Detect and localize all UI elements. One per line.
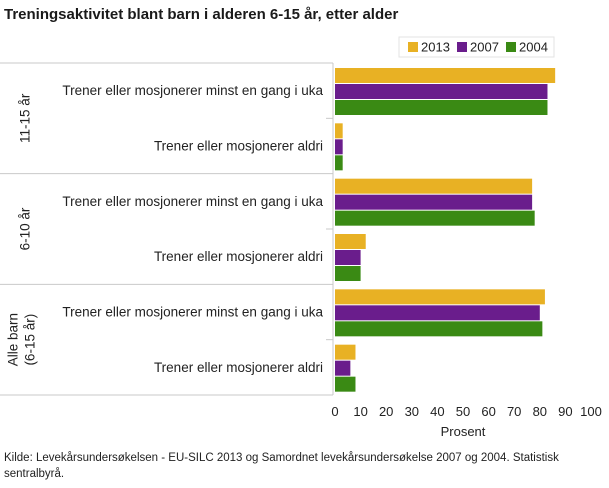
chart-title: Treningsaktivitet blant barn i alderen 6…	[4, 6, 399, 23]
category-label: Trener eller mosjonerer minst en gang i …	[62, 83, 323, 98]
group-label: (6-15 år)	[23, 314, 38, 366]
bar-2004-1	[335, 100, 548, 115]
category-label: Trener eller mosjonerer aldri	[154, 139, 323, 154]
bar-2013-3	[335, 178, 533, 194]
bar-2013-6	[335, 344, 356, 360]
bar-2004-2	[335, 155, 343, 171]
bar-2007-6	[335, 360, 351, 376]
legend-label: 2004	[519, 40, 548, 55]
bar-2004-6	[335, 376, 356, 392]
legend-swatch	[408, 42, 418, 52]
source-note: Kilde: Levekårsundersøkelsen - EU-SILC 2…	[4, 452, 559, 480]
bar-2013-5	[335, 289, 545, 305]
legend-swatch	[457, 42, 467, 52]
x-tick-label: 30	[405, 404, 419, 419]
bar-2007-1	[335, 84, 548, 99]
bar-2007-4	[335, 250, 361, 265]
bar-2007-3	[335, 194, 533, 210]
bar-2013-4	[335, 234, 366, 249]
bar-2004-3	[335, 210, 535, 226]
x-tick-label: 40	[430, 404, 444, 419]
bar-2004-4	[335, 266, 361, 281]
legend-label: 2007	[470, 40, 499, 55]
group-label: 11-15 år	[18, 93, 33, 143]
group-label: Alle barn	[6, 313, 21, 366]
bar-2007-2	[335, 139, 343, 155]
bar-2013-2	[335, 123, 343, 139]
x-tick-label: 100	[580, 404, 602, 419]
category-label: Trener eller mosjonerer minst en gang i …	[62, 305, 323, 320]
legend-swatch	[506, 42, 516, 52]
category-label: Trener eller mosjonerer aldri	[154, 249, 323, 264]
x-tick-label: 20	[379, 404, 393, 419]
x-axis-title: Prosent	[441, 424, 486, 439]
bar-2013-1	[335, 68, 556, 83]
x-tick-label: 10	[353, 404, 367, 419]
category-label: Trener eller mosjonerer minst en gang i …	[62, 194, 323, 209]
group-label: 6-10 år	[18, 207, 33, 250]
category-label: Trener eller mosjonerer aldri	[154, 360, 323, 375]
x-tick-label: 70	[507, 404, 521, 419]
legend-label: 2013	[421, 40, 450, 55]
bar-2007-5	[335, 305, 540, 321]
x-tick-label: 0	[331, 404, 338, 419]
x-tick-label: 50	[456, 404, 470, 419]
bars	[335, 68, 556, 392]
bar-2004-5	[335, 321, 543, 337]
legend: 2013 2007 2004	[398, 36, 555, 58]
x-tick-label: 80	[533, 404, 547, 419]
x-tick-label: 90	[558, 404, 572, 419]
x-tick-label: 60	[481, 404, 495, 419]
